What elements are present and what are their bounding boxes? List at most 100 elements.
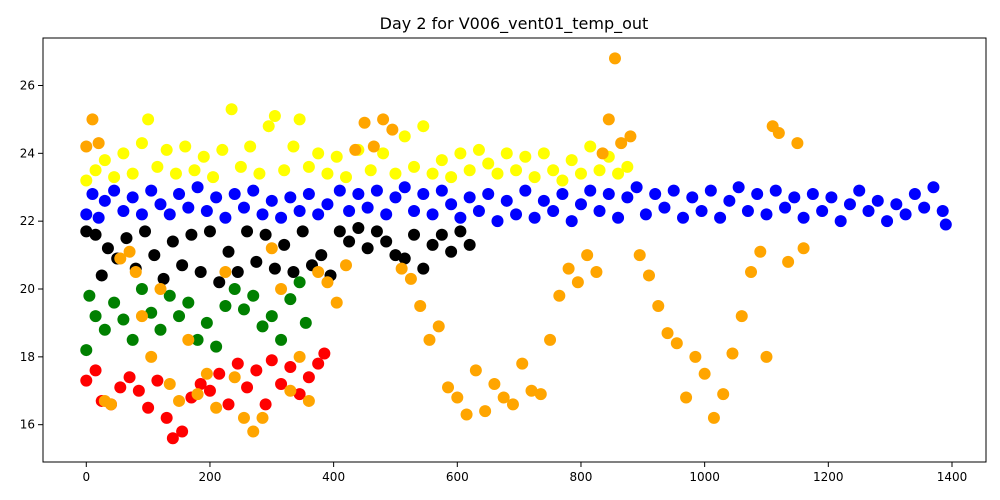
data-point bbox=[652, 299, 665, 312]
data-point bbox=[210, 401, 223, 414]
data-point bbox=[275, 211, 288, 224]
data-point bbox=[414, 299, 427, 312]
data-point bbox=[806, 188, 819, 201]
data-point bbox=[293, 276, 306, 289]
data-point bbox=[117, 313, 130, 326]
x-tick-label: 600 bbox=[446, 470, 469, 484]
data-point bbox=[265, 194, 278, 207]
x-tick-label: 400 bbox=[322, 470, 345, 484]
data-point bbox=[367, 140, 380, 153]
data-point bbox=[435, 154, 448, 167]
y-tick-label: 18 bbox=[20, 350, 35, 364]
data-point bbox=[139, 225, 152, 238]
data-point bbox=[135, 208, 148, 221]
data-point bbox=[769, 184, 782, 197]
data-point bbox=[154, 198, 167, 211]
data-point bbox=[602, 113, 615, 126]
data-point bbox=[321, 167, 334, 180]
y-tick-label: 24 bbox=[20, 146, 35, 160]
data-point bbox=[166, 432, 179, 445]
data-point bbox=[377, 113, 390, 126]
data-point bbox=[670, 337, 683, 350]
data-point bbox=[268, 262, 281, 275]
data-point bbox=[423, 333, 436, 346]
data-point bbox=[472, 204, 485, 217]
data-point bbox=[779, 201, 792, 214]
data-point bbox=[176, 425, 189, 438]
data-point bbox=[380, 235, 393, 248]
data-point bbox=[408, 160, 421, 173]
data-point bbox=[565, 154, 578, 167]
x-tick-label: 0 bbox=[82, 470, 90, 484]
data-point bbox=[151, 160, 164, 173]
data-point bbox=[278, 238, 291, 251]
data-point bbox=[707, 411, 720, 424]
data-point bbox=[312, 357, 325, 370]
data-point bbox=[939, 218, 952, 231]
data-point bbox=[247, 425, 260, 438]
data-point bbox=[714, 211, 727, 224]
data-point bbox=[454, 211, 467, 224]
data-point bbox=[166, 235, 179, 248]
data-point bbox=[293, 350, 306, 363]
y-tick-label: 20 bbox=[20, 282, 35, 296]
data-point bbox=[797, 242, 810, 255]
data-point bbox=[114, 381, 127, 394]
data-point bbox=[624, 130, 637, 143]
data-point bbox=[256, 208, 269, 221]
data-point bbox=[516, 357, 529, 370]
x-tick-label: 200 bbox=[199, 470, 222, 484]
data-point bbox=[247, 289, 260, 302]
data-point bbox=[163, 208, 176, 221]
data-point bbox=[633, 249, 646, 262]
data-point bbox=[491, 215, 504, 228]
data-point bbox=[123, 371, 136, 384]
plot-points bbox=[80, 52, 952, 445]
data-point bbox=[302, 394, 315, 407]
data-point bbox=[333, 184, 346, 197]
data-point bbox=[463, 191, 476, 204]
data-point bbox=[312, 266, 325, 279]
x-axis: 0 200 400 600 800 1000 1200 1400 bbox=[82, 462, 967, 484]
x-tick-label: 1000 bbox=[689, 470, 720, 484]
data-point bbox=[315, 249, 328, 262]
data-point bbox=[265, 242, 278, 255]
data-point bbox=[472, 143, 485, 156]
data-point bbox=[482, 157, 495, 170]
data-point bbox=[145, 184, 158, 197]
data-point bbox=[210, 340, 223, 353]
data-point bbox=[528, 211, 541, 224]
data-point bbox=[732, 181, 745, 194]
data-point bbox=[454, 225, 467, 238]
data-point bbox=[154, 283, 167, 296]
data-point bbox=[460, 408, 473, 421]
y-axis: 16 18 20 22 24 26 bbox=[20, 78, 43, 432]
data-point bbox=[241, 381, 254, 394]
data-point bbox=[157, 272, 170, 285]
x-tick-label: 800 bbox=[570, 470, 593, 484]
data-point bbox=[237, 411, 250, 424]
data-point bbox=[642, 269, 655, 282]
data-point bbox=[500, 147, 513, 160]
data-point bbox=[145, 306, 158, 319]
x-tick-label: 1400 bbox=[937, 470, 968, 484]
data-point bbox=[451, 391, 464, 404]
data-point bbox=[160, 411, 173, 424]
data-point bbox=[593, 204, 606, 217]
data-point bbox=[602, 188, 615, 201]
data-point bbox=[667, 184, 680, 197]
data-point bbox=[182, 201, 195, 214]
data-point bbox=[454, 147, 467, 160]
data-point bbox=[377, 147, 390, 160]
data-point bbox=[284, 361, 297, 374]
data-point bbox=[302, 160, 315, 173]
data-point bbox=[86, 113, 99, 126]
data-point bbox=[491, 167, 504, 180]
data-point bbox=[918, 201, 931, 214]
data-point bbox=[312, 208, 325, 221]
data-point bbox=[556, 174, 569, 187]
data-point bbox=[581, 249, 594, 262]
data-point bbox=[630, 181, 643, 194]
y-tick-label: 16 bbox=[20, 418, 35, 432]
data-point bbox=[936, 204, 949, 217]
